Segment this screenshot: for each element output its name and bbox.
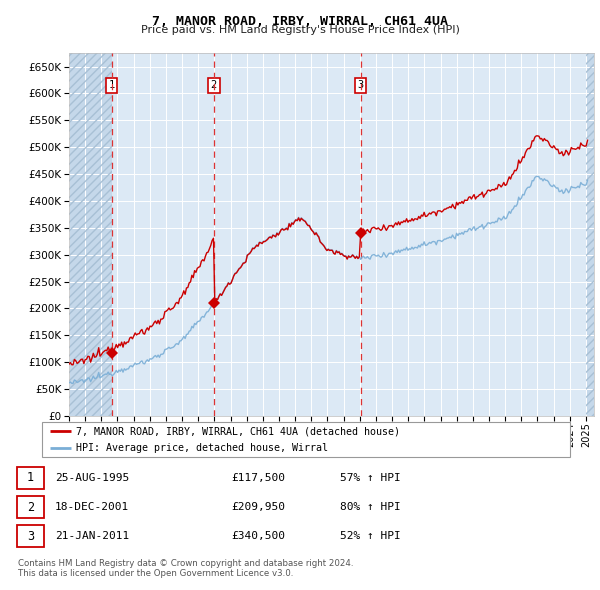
Text: HPI: Average price, detached house, Wirral: HPI: Average price, detached house, Wirr… [76,444,328,453]
Text: This data is licensed under the Open Government Licence v3.0.: This data is licensed under the Open Gov… [18,569,293,578]
Text: 1: 1 [109,80,115,90]
FancyBboxPatch shape [17,467,44,489]
Text: £209,950: £209,950 [231,502,285,512]
Text: 21-JAN-2011: 21-JAN-2011 [55,532,130,542]
Text: 18-DEC-2001: 18-DEC-2001 [55,502,130,512]
Text: 3: 3 [358,80,364,90]
Bar [586,53,594,416]
Text: 7, MANOR ROAD, IRBY, WIRRAL, CH61 4UA (detached house): 7, MANOR ROAD, IRBY, WIRRAL, CH61 4UA (d… [76,427,400,437]
Bar [586,53,594,416]
Text: 3: 3 [27,530,34,543]
Text: 2: 2 [27,500,34,514]
FancyBboxPatch shape [17,496,44,518]
Text: 1: 1 [27,471,34,484]
Text: Contains HM Land Registry data © Crown copyright and database right 2024.: Contains HM Land Registry data © Crown c… [18,559,353,568]
Text: 7, MANOR ROAD, IRBY, WIRRAL, CH61 4UA: 7, MANOR ROAD, IRBY, WIRRAL, CH61 4UA [152,15,448,28]
Text: 2: 2 [211,80,217,90]
Bar [69,53,112,416]
Text: 80% ↑ HPI: 80% ↑ HPI [340,502,401,512]
Text: 52% ↑ HPI: 52% ↑ HPI [340,532,401,542]
Text: 25-AUG-1995: 25-AUG-1995 [55,473,130,483]
Text: Price paid vs. HM Land Registry's House Price Index (HPI): Price paid vs. HM Land Registry's House … [140,25,460,35]
Text: £340,500: £340,500 [231,532,285,542]
FancyBboxPatch shape [17,525,44,548]
FancyBboxPatch shape [42,422,570,457]
Bar [69,53,112,416]
Text: 57% ↑ HPI: 57% ↑ HPI [340,473,401,483]
Text: £117,500: £117,500 [231,473,285,483]
